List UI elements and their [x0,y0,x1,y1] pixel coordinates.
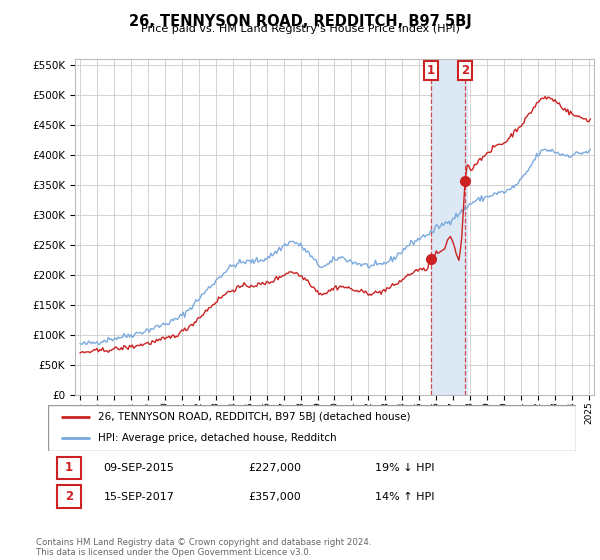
Text: 2: 2 [461,64,469,77]
Bar [431,59,467,395]
Bar [57,486,81,508]
Text: 15-SEP-2017: 15-SEP-2017 [103,492,175,502]
Text: 26, TENNYSON ROAD, REDDITCH, B97 5BJ: 26, TENNYSON ROAD, REDDITCH, B97 5BJ [128,14,472,29]
Text: 09-SEP-2015: 09-SEP-2015 [103,463,175,473]
Text: HPI: Average price, detached house, Redditch: HPI: Average price, detached house, Redd… [98,433,337,444]
Text: £357,000: £357,000 [248,492,301,502]
Text: 1: 1 [427,64,435,77]
Text: 14% ↑ HPI: 14% ↑ HPI [376,492,435,502]
Text: 2: 2 [65,490,73,503]
Bar [57,456,81,479]
Text: Price paid vs. HM Land Registry's House Price Index (HPI): Price paid vs. HM Land Registry's House … [140,24,460,34]
Text: Contains HM Land Registry data © Crown copyright and database right 2024.
This d: Contains HM Land Registry data © Crown c… [36,538,371,557]
Text: 19% ↓ HPI: 19% ↓ HPI [376,463,435,473]
Text: £227,000: £227,000 [248,463,302,473]
Text: 26, TENNYSON ROAD, REDDITCH, B97 5BJ (detached house): 26, TENNYSON ROAD, REDDITCH, B97 5BJ (de… [98,412,410,422]
Text: 1: 1 [65,461,73,474]
